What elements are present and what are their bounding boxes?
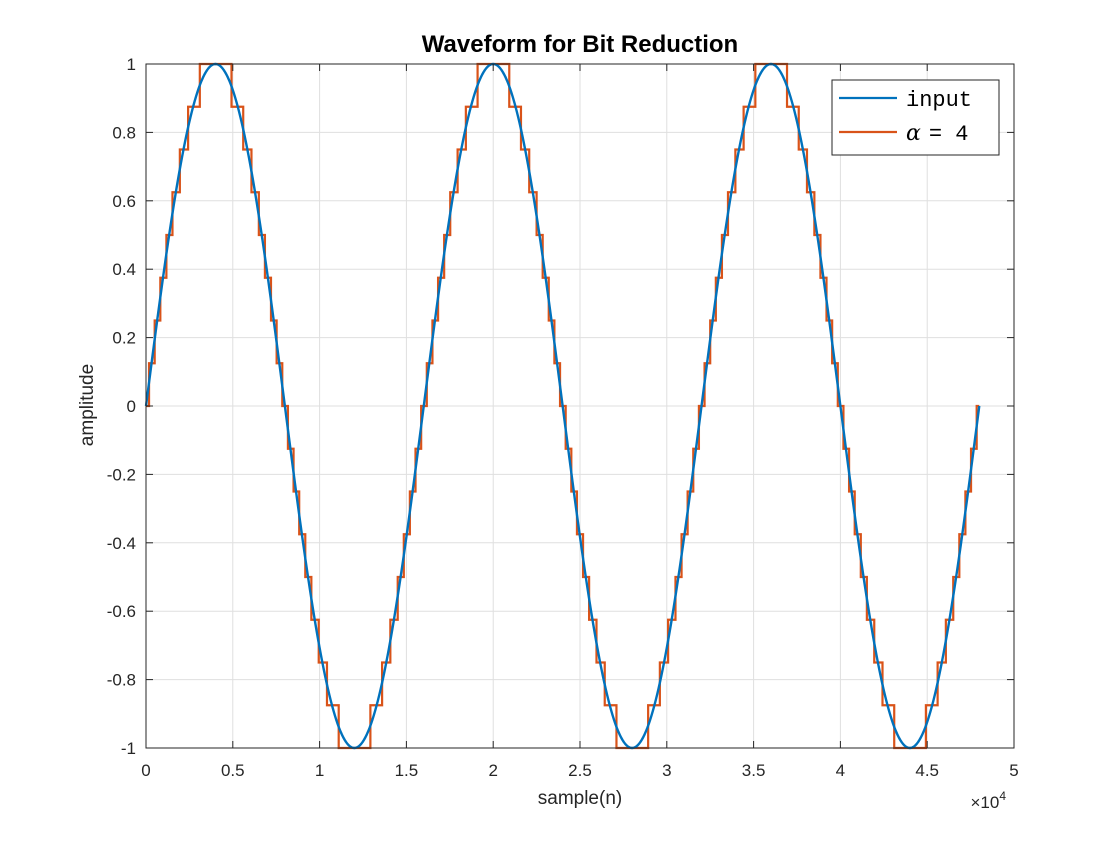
x-axis-label: sample(n) — [538, 788, 622, 809]
x-tick-label: 2.5 — [568, 761, 592, 780]
x-tick-label: 3.5 — [742, 761, 766, 780]
x-tick-label: 4.5 — [915, 761, 939, 780]
legend-alpha-value: = 4 — [929, 122, 969, 147]
y-tick-label: -0.6 — [107, 602, 136, 621]
chart-title: Waveform for Bit Reduction — [422, 31, 738, 58]
y-tick-label: 0.6 — [112, 192, 136, 211]
y-tick-label: 1 — [127, 55, 136, 74]
y-tick-label: 0.8 — [112, 123, 136, 142]
ticks: 0 0.5 1 1.5 2 2.5 3 3.5 4 4.5 5 -1 -0.8 -0.6 -0.4 -0.2 0… — [107, 55, 1019, 780]
x-tick-label: 0.5 — [221, 761, 245, 780]
legend-label-alpha: α = 4 — [906, 121, 968, 147]
series-layer — [144, 62, 981, 750]
legend-box — [831, 79, 1000, 156]
y-tick-label: 0.2 — [112, 329, 136, 348]
legend: input α = 4 — [831, 79, 1000, 156]
y-axis-label: amplitude — [77, 364, 98, 446]
y-tick-label: 0.4 — [112, 260, 136, 279]
y-tick-label: -1 — [121, 739, 136, 758]
series-input-line — [144, 62, 981, 750]
y-tick-label: -0.8 — [107, 671, 136, 690]
x-tick-label: 2 — [488, 761, 497, 780]
legend-label-input: input — [906, 88, 972, 113]
y-tick-label: -0.4 — [107, 534, 136, 553]
x-tick-label: 1 — [315, 761, 324, 780]
x-exponent-base: ×10 — [970, 793, 999, 812]
x-tick-label: 3 — [662, 761, 671, 780]
x-tick-label: 1.5 — [395, 761, 419, 780]
x-tick-label: 4 — [836, 761, 845, 780]
x-tick-label: 5 — [1009, 761, 1018, 780]
x-axis-exponent: ×104 — [970, 789, 1006, 812]
legend-alpha-symbol: α — [906, 121, 921, 146]
x-exponent-power: 4 — [999, 789, 1006, 803]
y-tick-label: 0 — [127, 397, 136, 416]
y-tick-label: -0.2 — [107, 465, 136, 484]
x-tick-label: 0 — [141, 761, 150, 780]
